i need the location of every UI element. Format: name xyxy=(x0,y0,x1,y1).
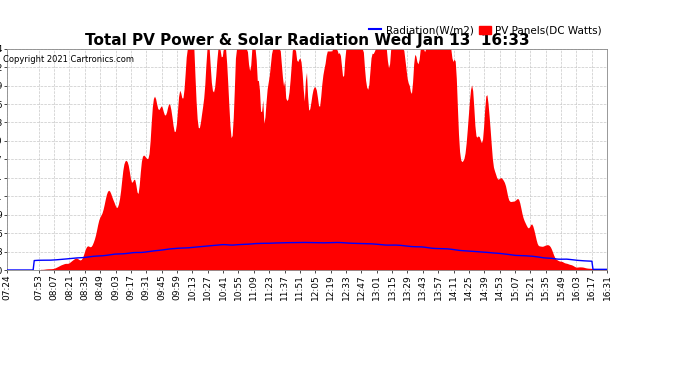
Legend: Radiation(W/m2), PV Panels(DC Watts): Radiation(W/m2), PV Panels(DC Watts) xyxy=(365,21,606,39)
Title: Total PV Power & Solar Radiation Wed Jan 13  16:33: Total PV Power & Solar Radiation Wed Jan… xyxy=(85,33,529,48)
Text: Copyright 2021 Cartronics.com: Copyright 2021 Cartronics.com xyxy=(3,55,135,64)
